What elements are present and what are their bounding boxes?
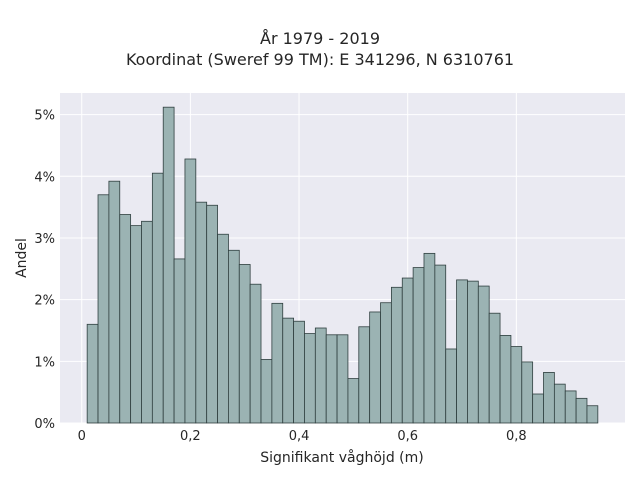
histogram-bar: [434, 264, 447, 424]
x-tick-labels: 0 0,2 0,4 0,6 0,8: [78, 429, 527, 444]
histogram-bar: [586, 405, 599, 424]
x-axis-label: Signifikant våghöjd (m): [260, 449, 423, 466]
y-tick-label: 5%: [34, 109, 55, 124]
histogram-bar: [380, 302, 392, 424]
x-tick-label: 0,4: [289, 429, 310, 444]
histogram-bar: [532, 393, 544, 424]
histogram-bar: [314, 327, 327, 424]
histogram-bar: [358, 326, 371, 424]
chart-title-line-1: År 1979 - 2019: [260, 29, 380, 48]
x-tick-label: 0,2: [180, 429, 201, 444]
histogram-bar: [445, 348, 457, 424]
histogram-bar: [119, 214, 132, 424]
bars: [86, 106, 599, 424]
histogram-bar: [228, 249, 240, 424]
histogram-bar: [401, 277, 414, 424]
histogram-bar: [97, 194, 110, 424]
histogram-bar: [304, 333, 316, 424]
histogram-bar: [260, 359, 273, 424]
histogram-bar: [195, 201, 208, 424]
histogram-bar: [130, 225, 142, 424]
histogram-bar: [173, 258, 186, 424]
x-tick-label: 0,6: [397, 429, 418, 444]
histogram-bar: [575, 397, 588, 424]
histogram-bar: [184, 158, 197, 424]
histogram-bar: [510, 346, 523, 424]
y-tick-label: 3%: [34, 232, 55, 247]
histogram-bar: [271, 302, 284, 424]
histogram-bar: [151, 172, 164, 424]
histogram-bar: [467, 280, 479, 424]
histogram-bar: [369, 311, 381, 424]
histogram-bar: [543, 372, 555, 424]
x-tick-label: 0: [78, 429, 86, 444]
y-tick-label: 4%: [34, 170, 55, 185]
histogram-bar: [206, 204, 218, 424]
histogram-bar: [423, 252, 436, 424]
histogram-bar: [553, 383, 566, 424]
histogram-bar: [390, 286, 403, 424]
histogram-bar: [86, 323, 99, 424]
histogram-bar: [564, 390, 577, 424]
histogram-bar: [477, 285, 490, 424]
histogram-bar: [217, 233, 229, 424]
histogram-bar: [162, 106, 175, 424]
y-tick-label: 2%: [34, 294, 55, 309]
histogram-bar: [347, 378, 360, 424]
histogram-bar: [108, 180, 121, 424]
y-tick-label: 1%: [34, 355, 55, 370]
histogram-bar: [249, 283, 262, 424]
x-tick-label: 0,8: [506, 429, 527, 444]
y-axis-label: Andel: [14, 238, 30, 278]
histogram-bar: [456, 279, 468, 424]
histogram-bar: [282, 317, 295, 424]
histogram-bar: [141, 220, 153, 424]
histogram-bar: [488, 312, 501, 424]
histogram-bar: [499, 335, 512, 424]
y-tick-labels: 0% 1% 2% 3% 4% 5%: [34, 109, 55, 432]
histogram-bar: [336, 334, 349, 424]
y-tick-label: 0%: [34, 417, 55, 432]
chart-title-line-2: Koordinat (Sweref 99 TM): E 341296, N 63…: [125, 50, 515, 69]
histogram-bar: [521, 361, 534, 424]
histogram-bar: [412, 267, 425, 424]
histogram-bar: [238, 264, 251, 424]
histogram-bar: [293, 320, 305, 424]
histogram-bar: [325, 334, 338, 424]
